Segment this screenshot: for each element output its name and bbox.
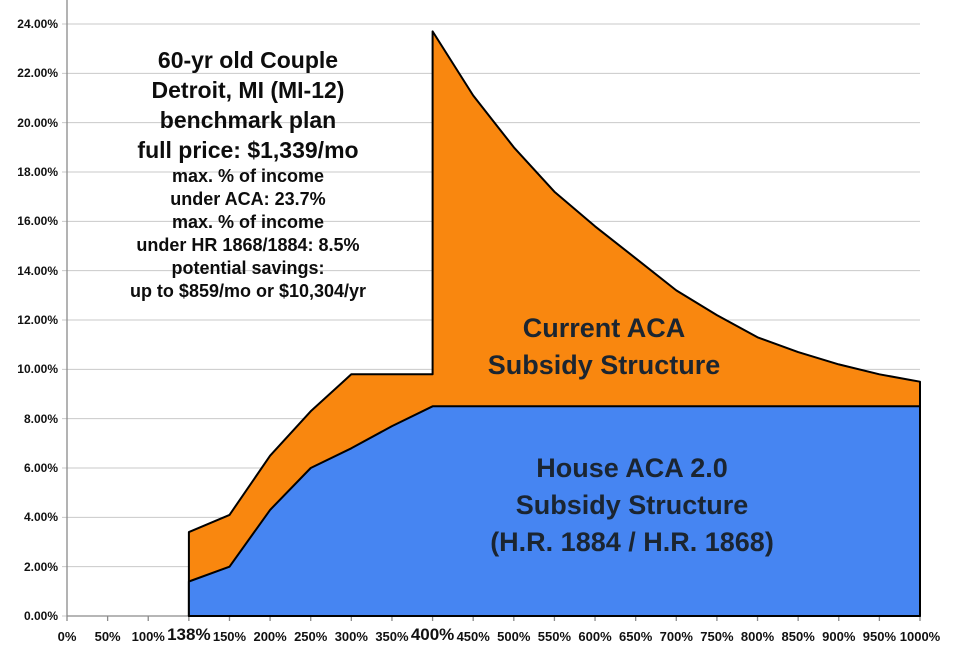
area-house <box>187 405 921 617</box>
aca-area-label: Current ACA Subsidy Structure <box>488 310 721 384</box>
annotation-line: max. % of income <box>171 212 325 232</box>
x-tick-label-800%: 800% <box>740 629 775 644</box>
aca-area-label-line: Subsidy Structure <box>487 350 721 380</box>
annotation-line: Detroit, MI (MI-12) <box>151 77 345 103</box>
house-area-label-line: House ACA 2.0 <box>536 453 728 483</box>
aca-area-label-line: Current ACA <box>522 313 686 343</box>
x-tick-label-750%: 750% <box>700 629 734 644</box>
x-tick-label-138%: 138% <box>167 625 211 644</box>
y-tick-label-2.00%: 2.00% <box>23 559 58 574</box>
y-tick-label-0.00%: 0.00% <box>23 609 58 623</box>
x-tick-label-550%: 550% <box>537 629 572 644</box>
house-area-label-line: Subsidy Structure <box>515 490 749 520</box>
x-tick-label-400%: 400% <box>410 625 455 644</box>
y-tick-label-18.00%: 18.00% <box>17 164 58 179</box>
x-tick-label-500%: 500% <box>497 629 531 644</box>
x-tick-label-300%: 300% <box>334 629 368 644</box>
y-tick-label-4.00%: 4.00% <box>23 510 58 525</box>
annotation-line: up to $859/mo or $10,304/yr <box>129 281 367 301</box>
x-tick-label-650%: 650% <box>619 629 653 644</box>
x-tick-label-600%: 600% <box>578 629 612 644</box>
y-tick-label-8.00%: 8.00% <box>23 411 58 426</box>
x-tick-label-100%: 100% <box>131 629 165 644</box>
annotation-line: full price: $1,339/mo <box>137 137 359 163</box>
y-tick-label-10.00%: 10.00% <box>17 362 58 377</box>
house-area-label-line: (H.R. 1884 / H.R. 1868) <box>490 527 774 557</box>
y-tick-label-16.00%: 16.00% <box>17 214 58 229</box>
x-tick-label-900%: 900% <box>822 629 856 644</box>
x-tick-label-200%: 200% <box>253 629 287 644</box>
x-tick-label-350%: 350% <box>375 629 409 644</box>
y-tick-label-12.00%: 12.00% <box>17 312 58 327</box>
x-tick-label-850%: 850% <box>781 629 815 644</box>
x-tick-label-250%: 250% <box>294 629 328 644</box>
x-tick-label-0%: 0% <box>57 629 77 644</box>
x-tick-label-950%: 950% <box>862 629 896 644</box>
chart-annotation: 60-yr old Couple Detroit, MI (MI-12) ben… <box>130 45 366 303</box>
y-tick-label-14.00%: 14.00% <box>17 263 58 278</box>
y-tick-label-24.00%: 24.00% <box>17 16 58 31</box>
annotation-line: 60-yr old Couple <box>157 47 339 73</box>
y-tick-label-6.00%: 6.00% <box>23 460 58 475</box>
x-tick-label-450%: 450% <box>456 629 490 644</box>
x-tick-label-150%: 150% <box>212 629 247 644</box>
annotation-line: benchmark plan <box>159 107 337 133</box>
y-tick-label-22.00%: 22.00% <box>17 66 58 81</box>
annotation-line: under ACA: 23.7% <box>170 189 326 209</box>
x-tick-label-50%: 50% <box>94 629 121 644</box>
annotation-line: under HR 1868/1884: 8.5% <box>136 235 360 255</box>
x-tick-label-1000%: 1000% <box>899 629 941 644</box>
house-area-label: House ACA 2.0 Subsidy Structure (H.R. 18… <box>490 450 774 561</box>
annotation-line: potential savings: <box>171 258 325 278</box>
x-tick-label-700%: 700% <box>659 629 693 644</box>
y-tick-label-20.00%: 20.00% <box>17 115 58 130</box>
annotation-line: max. % of income <box>171 166 325 186</box>
